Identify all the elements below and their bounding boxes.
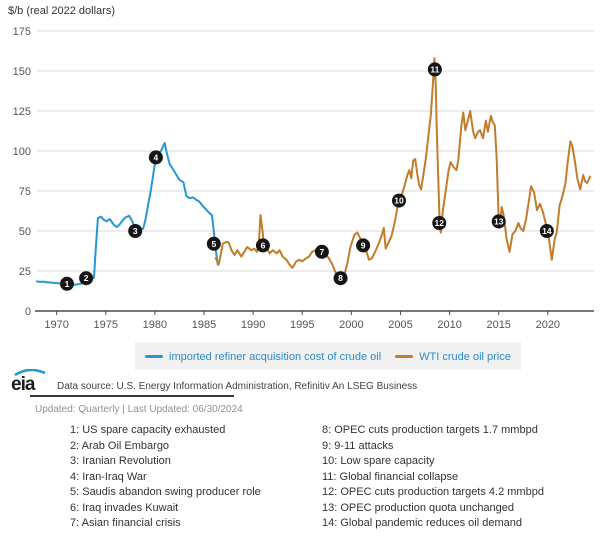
legend-label: imported refiner acquisition cost of cru…	[169, 351, 382, 363]
x-axis-tick-1970: 1970	[44, 319, 68, 331]
event-marker-5[interactable]: 5	[206, 236, 221, 251]
x-axis-tick-2010: 2010	[437, 319, 461, 331]
eia-logo[interactable]: eia	[9, 368, 53, 402]
x-axis-tick-2005: 2005	[388, 319, 412, 331]
event-marker-dot	[148, 150, 163, 165]
event-marker-7[interactable]: 7	[314, 244, 329, 259]
chart-title: $/b (real 2022 dollars)	[8, 5, 116, 17]
annotation-item: 3: Iranian Revolution	[70, 455, 171, 467]
event-marker-dot	[333, 271, 348, 286]
event-marker-dot	[491, 214, 506, 229]
chart-legend: imported refiner acquisition cost of cru…	[135, 342, 521, 370]
event-marker-number: 4	[153, 152, 158, 162]
annotation-item: 8: OPEC cuts production targets 1.7 mmbp…	[322, 424, 538, 436]
annotations-column-2: 8: OPEC cuts production targets 1.7 mmbp…	[322, 423, 605, 532]
eia-logo-graphic: eia	[11, 368, 46, 395]
event-marker-number: 14	[542, 226, 552, 236]
annotation-item: 2: Arab Oil Embargo	[70, 439, 170, 452]
event-marker-8[interactable]: 8	[333, 271, 348, 286]
y-axis-tick-50: 50	[19, 226, 31, 238]
event-marker-4[interactable]: 4	[148, 150, 163, 165]
annotation-item: 12: OPEC cuts production targets 4.2 mmb…	[322, 486, 544, 498]
y-axis-tick-0: 0	[25, 306, 31, 318]
event-marker-dot	[59, 276, 74, 291]
divider-line	[30, 395, 234, 397]
event-marker-dot	[427, 62, 442, 77]
legend-dash-icon	[145, 354, 163, 358]
event-marker-number: 9	[361, 240, 366, 250]
event-marker-11[interactable]: 11	[427, 62, 442, 77]
event-marker-number: 3	[133, 226, 138, 236]
x-axis-tick-1995: 1995	[290, 319, 314, 331]
event-marker-number: 2	[84, 273, 89, 283]
annotation-item: 1: US spare capacity exhausted	[70, 424, 226, 436]
x-axis-tick-2020: 2020	[536, 319, 560, 331]
annotation-item: 11: Global financial collapse	[322, 470, 459, 483]
annotation-item: 13: OPEC production quota unchanged	[322, 501, 515, 514]
event-marker-14[interactable]: 14	[539, 224, 554, 238]
event-marker-number: 11	[430, 64, 439, 74]
event-marker-dot	[128, 224, 143, 238]
y-axis-tick-175: 175	[13, 26, 31, 38]
updated-text: Updated: Quarterly | Last Updated: 06/30…	[35, 404, 243, 415]
annotation-item: 6: Iraq invades Kuwait	[70, 501, 179, 514]
legend-dash-icon	[395, 354, 414, 358]
annotation-item: 4: Iran-Iraq War	[70, 470, 147, 483]
eia-logo-swoosh-icon	[14, 368, 46, 377]
event-marker-number: 7	[320, 247, 325, 257]
x-axis-tick-1990: 1990	[241, 319, 265, 331]
annotation-item: 14: Global pandemic reduces oil demand	[322, 517, 522, 529]
event-marker-12[interactable]: 12	[432, 216, 447, 230]
event-marker-dot	[432, 216, 447, 230]
event-marker-9[interactable]: 9	[356, 238, 371, 253]
event-marker-dot	[356, 238, 371, 253]
event-marker-number: 10	[394, 196, 404, 206]
event-marker-dot	[314, 244, 329, 259]
event-marker-dot	[392, 193, 407, 208]
legend-item-wti-price[interactable]: WTI crude oil price	[395, 351, 511, 363]
y-axis-tick-100: 100	[13, 146, 31, 158]
annotation-item: 7: Asian financial crisis	[70, 517, 181, 529]
event-marker-13[interactable]: 13	[491, 214, 506, 229]
series-line-refiner-acquisition-cost[interactable]	[36, 142, 219, 286]
event-marker-dot	[539, 224, 554, 238]
y-axis-tick-25: 25	[19, 266, 31, 278]
series-line-wti-price[interactable]	[214, 57, 592, 284]
event-marker-1[interactable]: 1	[59, 276, 74, 291]
annotation-item: 5: Saudis abandon swing producer role	[70, 486, 261, 498]
y-axis-tick-150: 150	[13, 66, 31, 78]
eia-logo-text: eia	[11, 374, 36, 395]
event-marker-number: 8	[338, 273, 343, 283]
x-axis-tick-1980: 1980	[143, 319, 167, 331]
annotations-column-1: 1: US spare capacity exhausted 2: Arab Oi…	[70, 423, 320, 532]
event-marker-number: 6	[261, 240, 266, 250]
event-marker-10[interactable]: 10	[392, 193, 407, 208]
event-marker-3[interactable]: 3	[128, 224, 143, 238]
event-marker-6[interactable]: 6	[255, 238, 270, 253]
event-marker-dot	[79, 271, 94, 286]
y-axis-tick-75: 75	[19, 186, 31, 198]
event-marker-number: 12	[435, 218, 445, 228]
annotation-item: 9: 9-11 attacks	[322, 439, 394, 452]
event-marker-number: 5	[211, 239, 216, 249]
x-axis-tick-2000: 2000	[339, 319, 363, 331]
x-axis-tick-2015: 2015	[486, 319, 510, 331]
data-source-text: Data source: U.S. Energy Information Adm…	[57, 381, 418, 392]
y-axis-tick-125: 125	[13, 106, 31, 118]
annotation-item: 10: Low spare capacity	[322, 455, 435, 467]
event-marker-number: 1	[65, 279, 70, 289]
x-axis-tick-1975: 1975	[94, 319, 118, 331]
event-marker-dot	[255, 238, 270, 253]
legend-label: WTI crude oil price	[419, 351, 511, 363]
event-marker-dot	[206, 236, 221, 251]
event-marker-2[interactable]: 2	[79, 271, 94, 286]
x-axis-tick-1985: 1985	[192, 319, 216, 331]
event-marker-number: 13	[494, 216, 504, 226]
legend-item-refiner-acquisition-cost[interactable]: imported refiner acquisition cost of cru…	[145, 351, 381, 363]
